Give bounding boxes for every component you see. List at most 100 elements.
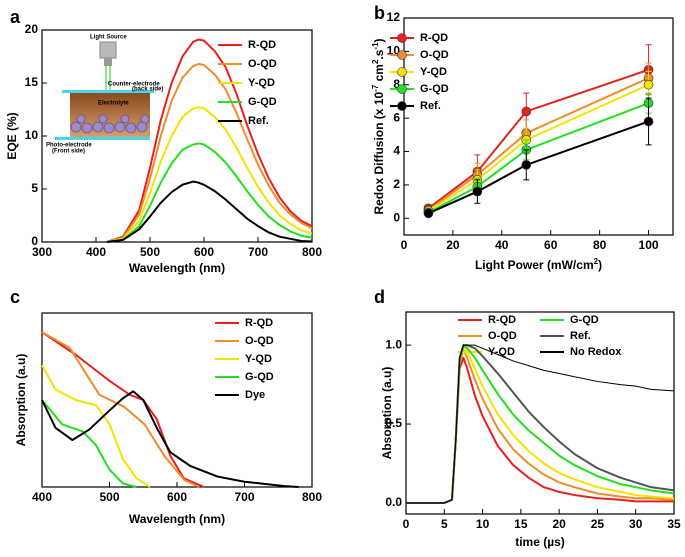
light-source-body xyxy=(99,41,117,59)
x-tick-label: 30 xyxy=(629,517,643,531)
y-axis-label: Absorption (a.u) xyxy=(14,354,28,447)
series-line xyxy=(106,106,313,243)
y-axis-label-part: cm xyxy=(372,64,386,85)
series-line xyxy=(41,390,299,488)
legend-label: G-QD xyxy=(248,96,277,108)
y-tick-label: 20 xyxy=(25,22,39,36)
x-axis-label: Light Power (mW/cm2) xyxy=(475,257,602,273)
x-tick-label: 500 xyxy=(99,490,119,504)
x-tick-label: 15 xyxy=(514,517,528,531)
legend-marker xyxy=(397,50,407,60)
x-tick-label: 5 xyxy=(441,517,448,531)
photo-electrode xyxy=(55,137,150,140)
counter-electrode xyxy=(62,90,154,93)
data-point xyxy=(423,208,434,219)
x-axis-label: time (µs) xyxy=(515,535,565,549)
x-tick-label: 0 xyxy=(401,238,408,252)
x-tick-label: 20 xyxy=(552,517,566,531)
y-tick-label: 12 xyxy=(387,10,401,24)
y-tick-label: 0.0 xyxy=(385,495,402,509)
x-tick-label: 600 xyxy=(194,245,214,259)
y-tick-label: 0 xyxy=(393,210,400,224)
x-axis-label: Wavelength (nm) xyxy=(129,512,225,526)
legend-label: R-QD xyxy=(488,314,516,326)
x-axis-label-part: Light Power (mW/cm xyxy=(475,258,594,272)
inset-label: Photo-electrode xyxy=(46,143,92,149)
x-axis-label-part: ) xyxy=(598,258,602,272)
series-line xyxy=(427,77,649,211)
y-tick-label: 0 xyxy=(31,234,38,248)
y-tick-label: 8 xyxy=(393,77,400,91)
y-tick-label: 2 xyxy=(393,177,400,191)
panel-label: c xyxy=(10,287,20,307)
data-point xyxy=(521,106,532,117)
x-tick-label: 300 xyxy=(32,245,52,259)
inset-label: (back side) xyxy=(132,87,163,93)
y-tick-label: 4 xyxy=(393,144,400,158)
data-point xyxy=(643,79,654,90)
legend-marker xyxy=(397,33,407,43)
inset-label: Electrolyte xyxy=(98,101,129,107)
series-line xyxy=(428,120,649,215)
legend-label: R-QD xyxy=(420,32,448,44)
x-tick-label: 100 xyxy=(639,238,659,252)
series-line xyxy=(106,62,313,243)
x-tick-label: 800 xyxy=(302,490,322,504)
series-line xyxy=(106,38,313,243)
data-point xyxy=(521,160,532,170)
legend-label: Y-QD xyxy=(420,66,447,78)
x-tick-label: 600 xyxy=(167,490,187,504)
panel-label: b xyxy=(374,3,385,23)
legend-label: R-QD xyxy=(248,39,276,51)
x-axis-label: Wavelength (nm) xyxy=(129,261,225,275)
series-line xyxy=(106,180,313,243)
x-tick-label: 35 xyxy=(667,517,681,531)
legend-label: O-QD xyxy=(488,330,517,342)
inset-label: (Front side) xyxy=(52,149,85,155)
legend-label: G-QD xyxy=(570,314,599,326)
x-tick-label: 0 xyxy=(403,517,410,531)
y-tick-label: 5 xyxy=(31,181,38,195)
legend-label: O-QD xyxy=(248,58,277,70)
legend-marker xyxy=(397,101,407,111)
plot-frame xyxy=(403,17,674,236)
series-line xyxy=(427,68,649,210)
light-source-nozzle xyxy=(104,58,112,66)
series-line xyxy=(406,344,675,504)
legend-label: O-QD xyxy=(420,49,449,61)
x-tick-label: 700 xyxy=(248,245,268,259)
y-tick-label: 0.5 xyxy=(385,416,402,430)
legend-label: G-QD xyxy=(245,371,274,383)
particles xyxy=(70,114,150,134)
x-tick-label: 800 xyxy=(302,245,322,259)
plot-frame xyxy=(405,311,675,515)
legend-label: No Redox xyxy=(570,346,622,358)
series-line xyxy=(41,331,205,488)
series-line xyxy=(106,142,313,243)
legend-label: Ref. xyxy=(570,330,591,342)
y-tick-label: 10 xyxy=(25,128,39,142)
y-axis-label: EQE (%) xyxy=(5,112,19,159)
y-axis-label-part: -1 xyxy=(371,42,380,50)
data-point xyxy=(643,116,654,127)
y-tick-label: 6 xyxy=(393,110,400,124)
legend-marker xyxy=(397,84,407,94)
legend-label: Ref. xyxy=(248,115,269,127)
x-tick-label: 80 xyxy=(593,238,607,252)
x-tick-label: 40 xyxy=(495,238,509,252)
legend-label: Y-QD xyxy=(248,77,275,89)
panel-label: d xyxy=(374,287,385,307)
legend-label: Y-QD xyxy=(245,353,272,365)
y-axis-label-part: .s xyxy=(372,49,386,59)
series-line xyxy=(41,331,200,488)
y-axis-label-part: 2 xyxy=(371,59,380,64)
x-axis-label-part: 2 xyxy=(594,257,599,266)
series-line xyxy=(41,399,137,488)
data-point xyxy=(472,186,483,197)
y-axis-label-part: ) xyxy=(372,38,386,42)
inset-label: Counter-electrode xyxy=(108,82,160,88)
y-tick-label: 1.0 xyxy=(385,337,402,351)
series-line xyxy=(427,83,649,212)
